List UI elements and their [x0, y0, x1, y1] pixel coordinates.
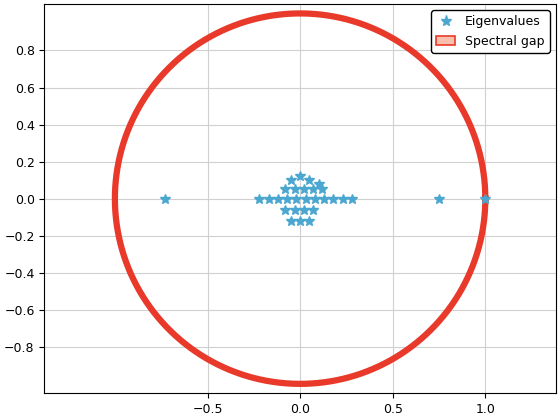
Legend: Eigenvalues, Spectral gap: Eigenvalues, Spectral gap [431, 10, 549, 52]
